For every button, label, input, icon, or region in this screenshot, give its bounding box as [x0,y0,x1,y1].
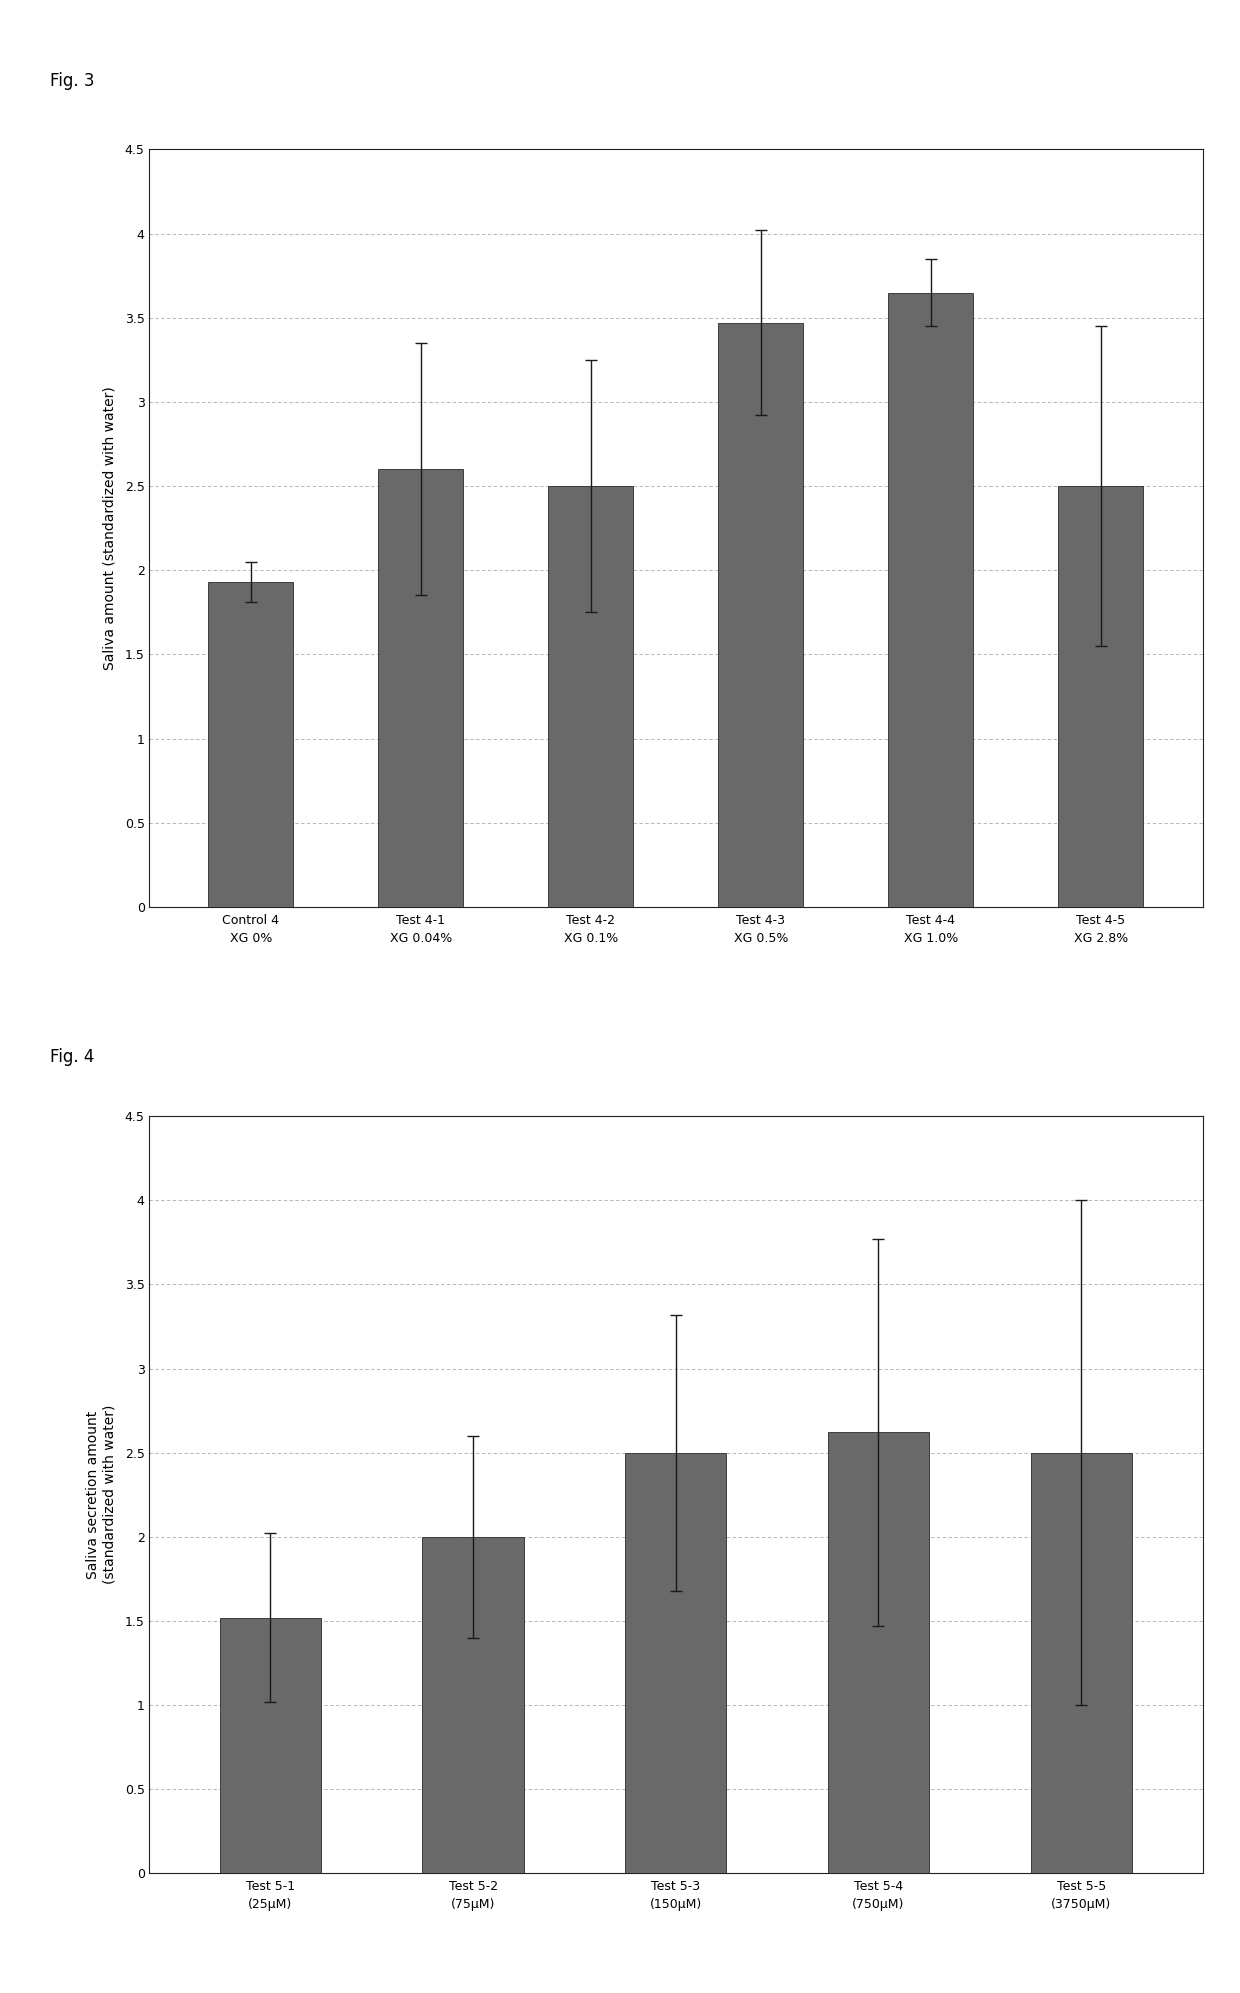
Bar [828,1433,929,1873]
Bar [219,1618,321,1873]
Bar [423,1537,523,1873]
Text: Fig. 4: Fig. 4 [50,1048,94,1066]
Bar [718,323,804,907]
Bar [208,582,294,907]
Bar [548,486,634,907]
Y-axis label: Saliva amount (standardized with water): Saliva amount (standardized with water) [102,387,117,670]
Bar [1030,1453,1132,1873]
Bar [888,293,973,907]
Y-axis label: Saliva secretion amount
(standardized with water): Saliva secretion amount (standardized wi… [86,1405,117,1584]
Bar [378,468,464,907]
Bar [625,1453,727,1873]
Bar [1058,486,1143,907]
Text: Fig. 3: Fig. 3 [50,72,94,90]
